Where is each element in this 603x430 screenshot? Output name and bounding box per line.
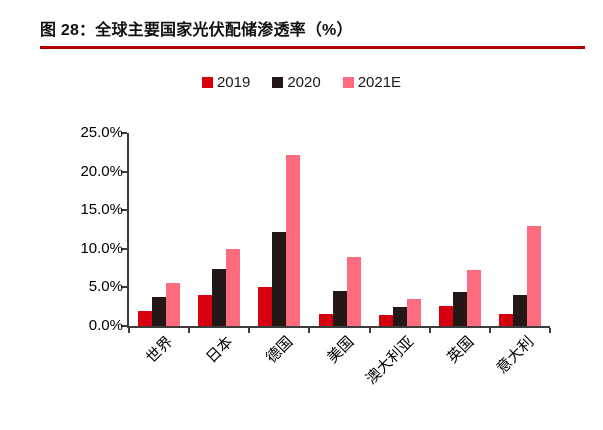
legend-label: 2019 (216, 73, 251, 91)
bar (152, 297, 167, 326)
legend-label: 2021E (357, 73, 402, 91)
x-axis-tick (488, 328, 491, 333)
legend-swatch-icon (342, 76, 354, 88)
y-axis-tick (121, 325, 127, 327)
bar (272, 231, 287, 326)
y-axis-tick (121, 170, 127, 173)
bar (166, 282, 181, 326)
y-tick-label: 20.0% (80, 162, 123, 180)
bar (438, 305, 453, 326)
x-axis-tick (188, 328, 191, 333)
y-axis-tick (121, 247, 127, 250)
x-axis-tick (128, 328, 130, 333)
x-axis-tick (248, 328, 251, 333)
title-underline-rule (40, 46, 585, 49)
legend-item-2019: 2019 (201, 73, 251, 91)
legend-item-2021e: 2021E (342, 73, 402, 91)
bar (406, 298, 421, 326)
y-tick-label: 5.0% (88, 278, 123, 296)
bar (286, 154, 301, 326)
x-axis-tick (549, 328, 551, 333)
legend-swatch-icon (201, 76, 213, 88)
legend-swatch-icon (272, 76, 284, 88)
bar (466, 269, 481, 326)
bar (258, 286, 273, 326)
y-axis-tick (121, 286, 127, 289)
figure-title: 图 28：全球主要国家光伏配储渗透率（%） (40, 22, 353, 39)
bar (526, 225, 541, 326)
x-axis-tick (368, 328, 371, 333)
bar (378, 315, 393, 326)
bar (198, 295, 213, 326)
y-axis-tick (121, 209, 127, 212)
bar (498, 314, 513, 326)
bar (212, 268, 227, 326)
bar (392, 306, 407, 326)
bar (452, 292, 467, 326)
x-axis-tick (428, 328, 431, 333)
bar (332, 290, 347, 326)
legend-item-2020: 2020 (272, 73, 321, 91)
bar (226, 248, 241, 326)
bar (138, 310, 153, 326)
bar-chart-plot-area: 0.0% 5.0% 10.0% 15.0% 20.0% 25.0% 世界 日本 德国 美国 澳大利亚… (80, 125, 551, 388)
legend-label: 2020 (287, 73, 321, 91)
x-axis-tick (308, 328, 311, 333)
y-tick-label: 15.0% (80, 201, 123, 219)
bar (318, 314, 333, 326)
bar (346, 256, 361, 326)
y-tick-label: 25.0% (80, 124, 123, 141)
y-axis-tick (121, 132, 127, 134)
y-tick-label: 0.0% (88, 317, 123, 334)
chart-legend: 2019 2020 2021E (0, 72, 603, 92)
bar (512, 295, 527, 326)
y-tick-label: 10.0% (80, 239, 123, 257)
